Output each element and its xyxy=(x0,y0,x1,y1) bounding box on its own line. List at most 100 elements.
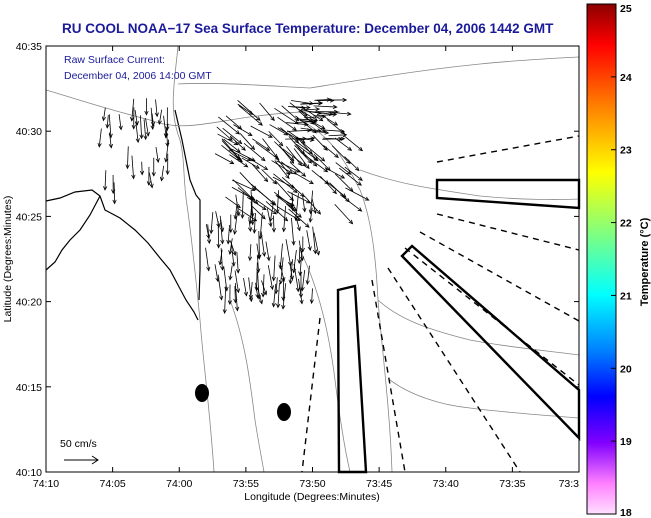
current-vector xyxy=(228,214,233,234)
current-vector xyxy=(255,282,260,299)
current-vector xyxy=(285,239,293,267)
current-vector xyxy=(108,114,113,139)
current-vector xyxy=(223,266,229,292)
current-vector xyxy=(279,262,286,283)
current-vector xyxy=(134,109,139,126)
current-vector xyxy=(268,204,274,223)
current-vector xyxy=(286,128,312,133)
current-vector xyxy=(288,208,310,228)
y-tick-label: 40:30 xyxy=(16,126,42,138)
current-vector xyxy=(312,226,318,255)
colorbar-tick-label: 24 xyxy=(620,72,632,84)
current-vector xyxy=(324,167,346,179)
current-vector xyxy=(289,162,307,177)
y-axis-label: Latitude (Degrees:Minutes) xyxy=(2,196,14,323)
current-vector xyxy=(313,104,338,109)
current-vector xyxy=(146,166,151,186)
station-marker xyxy=(195,384,209,402)
current-vector xyxy=(234,282,240,312)
x-tick-label: 73:35 xyxy=(499,478,525,490)
current-vector xyxy=(343,135,364,152)
current-vector xyxy=(247,157,269,171)
current-vector xyxy=(277,116,298,131)
current-vector xyxy=(266,208,273,228)
current-vector xyxy=(225,115,243,130)
current-vector xyxy=(271,255,276,282)
current-vector xyxy=(328,132,348,138)
current-vector xyxy=(344,156,360,172)
chart-title: RU COOL NOAA−17 Sea Surface Temperature:… xyxy=(62,21,554,36)
current-vector xyxy=(345,187,370,201)
current-vector xyxy=(206,224,212,245)
y-tick-label: 40:25 xyxy=(16,211,42,223)
current-vector xyxy=(235,251,241,274)
surface-current-vectors xyxy=(97,97,370,314)
current-vector xyxy=(274,141,295,162)
current-vector xyxy=(240,191,245,219)
current-vector xyxy=(228,149,252,161)
current-vector xyxy=(143,119,148,141)
current-vector xyxy=(316,98,335,103)
current-vector xyxy=(220,219,225,245)
current-vector xyxy=(309,288,314,305)
current-vector xyxy=(220,248,225,271)
current-vector xyxy=(256,255,261,274)
colorbar-tick-label: 21 xyxy=(620,290,632,302)
current-vector xyxy=(105,115,110,129)
current-vector xyxy=(222,286,227,314)
current-vector xyxy=(268,130,284,147)
current-vector xyxy=(310,111,334,117)
current-vector xyxy=(267,265,275,291)
current-vector xyxy=(250,191,255,218)
current-vector xyxy=(216,221,221,249)
current-vector xyxy=(338,167,362,186)
current-vector xyxy=(298,278,304,305)
current-vector xyxy=(144,98,149,116)
current-vector xyxy=(239,133,256,151)
current-vector xyxy=(227,284,232,306)
scale-arrow xyxy=(64,455,99,465)
current-vector xyxy=(308,207,313,223)
current-vector xyxy=(131,155,136,180)
subtitle-line-2: December 04, 2006 14:00 GMT xyxy=(64,70,212,82)
current-vector xyxy=(313,232,321,256)
current-vector xyxy=(327,97,348,103)
current-vector xyxy=(232,210,238,235)
current-vector xyxy=(250,204,266,220)
current-vector xyxy=(223,138,241,153)
current-vector xyxy=(252,212,257,234)
current-vector xyxy=(271,215,277,233)
current-vector xyxy=(287,191,311,204)
current-vector xyxy=(276,282,281,309)
current-vector xyxy=(286,122,309,127)
current-vector xyxy=(205,223,211,240)
current-vector xyxy=(148,172,154,189)
current-vector xyxy=(250,125,273,138)
current-vector xyxy=(145,118,150,137)
current-vector xyxy=(112,182,117,205)
colorbar-tick-label: 18 xyxy=(620,507,632,518)
current-vector xyxy=(248,282,254,300)
current-vector xyxy=(97,128,102,148)
current-vector xyxy=(289,263,294,281)
current-vector xyxy=(125,146,130,170)
colorbar-tick-label: 23 xyxy=(620,145,632,157)
current-vector xyxy=(286,203,302,218)
current-vector xyxy=(247,244,253,262)
current-vector xyxy=(237,100,261,121)
x-tick-label: 73:55 xyxy=(233,478,259,490)
current-vector xyxy=(118,114,123,131)
current-vector xyxy=(281,205,287,233)
y-tick-label: 40:10 xyxy=(16,467,42,479)
current-vector xyxy=(129,98,135,122)
current-vector xyxy=(101,107,107,122)
current-vector xyxy=(150,113,156,127)
current-vector xyxy=(229,154,249,168)
colorbar-tick-label: 22 xyxy=(620,218,632,230)
current-vector xyxy=(261,169,278,185)
current-vector xyxy=(293,263,300,293)
current-vector xyxy=(274,160,290,180)
current-vector xyxy=(237,187,259,205)
current-vector xyxy=(222,127,243,145)
